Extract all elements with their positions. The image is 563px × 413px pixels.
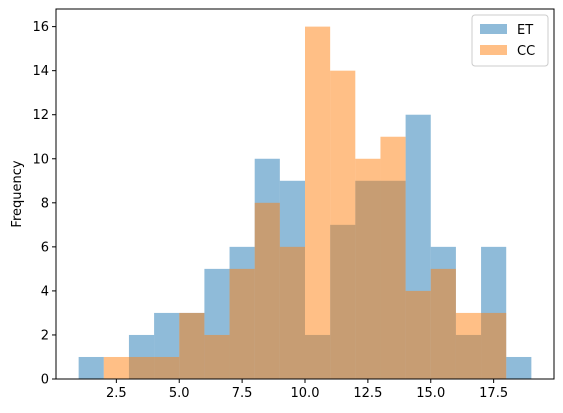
- x-tick-label: 12.5: [353, 386, 382, 401]
- bar-cc-12: [405, 290, 431, 379]
- bar-cc-10: [355, 158, 381, 379]
- bar-cc-3: [179, 312, 205, 379]
- plot-bars: [78, 26, 532, 380]
- bar-cc-15: [481, 312, 507, 379]
- x-tick-label: 10.0: [291, 386, 320, 401]
- bar-cc-1: [128, 356, 155, 379]
- x-tick-label: 17.5: [479, 386, 508, 401]
- bar-cc-9: [330, 70, 356, 380]
- y-tick-label: 12: [32, 108, 49, 123]
- legend-label-et: ET: [517, 23, 533, 38]
- bar-cc-4: [204, 334, 230, 379]
- bar-cc-11: [380, 136, 406, 379]
- x-tick-label: 2.5: [106, 386, 127, 401]
- y-tick-label: 14: [32, 64, 49, 79]
- series-cc: [103, 26, 507, 380]
- legend-swatch-et: [480, 24, 507, 34]
- legend-label-cc: CC: [517, 44, 535, 59]
- bar-et-17: [506, 356, 532, 379]
- legend: ET CC: [471, 14, 549, 67]
- x-tick-label: 15.0: [416, 386, 445, 401]
- x-axis: 2.5 5.0 7.5 10.0 12.5 15.0 17.5: [106, 379, 508, 401]
- x-tick-label: 7.5: [232, 386, 253, 401]
- bar-cc-2: [154, 356, 180, 379]
- bar-cc-14: [455, 312, 482, 379]
- y-tick-label: 4: [41, 284, 49, 299]
- bar-cc-6: [254, 202, 280, 379]
- bar-cc-8: [305, 26, 331, 379]
- bar-cc-7: [279, 246, 305, 379]
- y-tick-label: 10: [32, 152, 49, 167]
- bar-cc-13: [430, 268, 456, 379]
- y-tick-label: 6: [41, 240, 49, 255]
- legend-swatch-cc: [480, 45, 507, 55]
- y-tick-label: 16: [32, 20, 49, 35]
- y-tick-label: 2: [41, 328, 49, 343]
- bar-et-0: [78, 356, 104, 379]
- bar-cc-5: [229, 268, 255, 379]
- y-tick-label: 0: [41, 373, 49, 388]
- x-tick-label: 5.0: [169, 386, 190, 401]
- y-axis-label: Frequency: [10, 160, 25, 227]
- legend-box: [471, 14, 549, 67]
- y-tick-label: 8: [41, 196, 49, 211]
- y-axis: 0 2 4 6 8 10 12 14 16: [32, 20, 56, 388]
- bar-cc-0: [103, 356, 129, 379]
